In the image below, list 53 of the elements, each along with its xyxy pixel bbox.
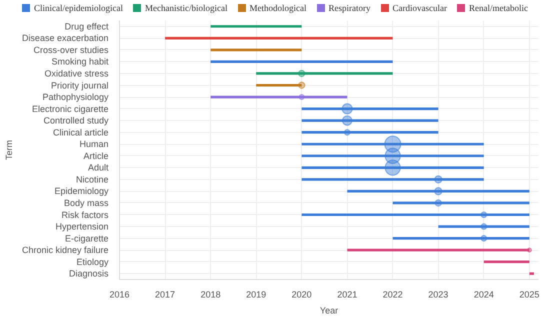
y-tick-label: Risk factors [61,210,109,220]
bar [210,25,302,28]
y-tick-label: Priority journal [50,80,109,90]
x-tick-label: 2018 [200,290,221,300]
y-tick-label: E-cigarette [64,233,109,244]
x-tick-label: 2019 [246,290,266,300]
y-tick-label: Etiology [76,256,109,267]
y-tick-label: Hypertension [55,222,108,232]
x-tick-label: 2017 [155,290,176,300]
bar [302,166,484,169]
bar [529,272,534,275]
y-tick-label: Chronic kidney failure [22,245,109,256]
legend-label: Cardiovascular [392,2,447,15]
x-tick-label: 2021 [337,290,358,300]
bar [210,96,348,98]
legend-label: Renal/metabolic [468,2,528,15]
y-tick-label: Diagnosis [68,268,109,279]
y-tick-label: Disease exacerbation [22,33,109,44]
bar [210,60,393,63]
bar [302,154,484,158]
y-tick-label: Article [83,150,109,161]
x-tick-label: 2024 [474,290,494,300]
y-tick-label: Electronic cigarette [32,104,109,114]
y-tick-label: Clinical article [52,127,109,138]
y-tick-label: Cross-over studies [33,44,109,55]
x-tick-label: 2016 [109,290,130,300]
x-tick-label: 2022 [382,290,403,300]
x-axis-title: Year [320,306,338,316]
bar [302,108,438,110]
y-tick-label: Controlled study [43,116,109,126]
bar [302,142,484,146]
y-tick-label: Human [79,139,109,150]
legend-label: Respiratory [328,2,370,15]
y-tick-label: Body mass [64,198,109,208]
y-tick-label: Drug effect [64,21,109,32]
bar [302,119,438,122]
y-tick-label: Epidemiology [54,186,109,196]
x-tick-label: 2025 [519,290,540,300]
x-tick-label: 2023 [428,290,448,300]
legend-label: Mechanistic/biological [145,2,228,15]
y-tick-label: Oxidative stress [44,68,109,78]
legend-label: Methodological [250,2,306,15]
y-tick-label: Adult [88,162,109,173]
y-tick-label: Nicotine [76,174,108,184]
y-tick-label: Smoking habit [51,56,109,67]
bar [210,48,302,52]
y-axis-title: Term [4,140,14,160]
y-tick-label: Pathophysiology [42,92,109,102]
bar [165,36,393,40]
bar [484,260,530,264]
x-tick-label: 2020 [292,290,312,300]
bar [302,213,530,216]
legend-label: Clinical/epidemiological [34,2,124,15]
